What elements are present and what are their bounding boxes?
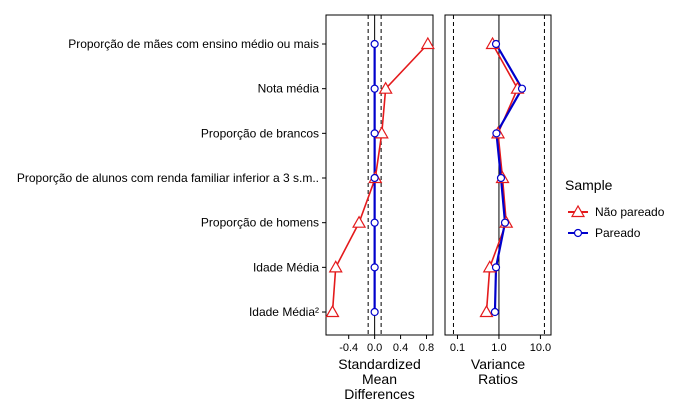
point-pareado (370, 263, 379, 272)
point-pareado (370, 84, 379, 93)
x-tick-label: 0.1 (450, 342, 465, 354)
panel-title-line: Variance (471, 356, 525, 372)
x-tick-label: 10.0 (530, 342, 551, 354)
y-label-idade-media: Idade Média² (249, 305, 319, 319)
x-tick-label: -0.4 (339, 342, 358, 354)
y-label-proporcao-de-brancos: Proporção de brancos (201, 126, 319, 140)
point-pareado (370, 39, 379, 49)
point-pareado (370, 129, 379, 138)
legend-label-nao-pareado: Não pareado (595, 205, 665, 219)
point-pareado (492, 129, 501, 138)
point-pareado (491, 39, 501, 49)
point-pareado (490, 307, 500, 317)
panel-title-line: Ratios (478, 371, 518, 387)
legend-triangle-icon (570, 204, 586, 218)
x-tick-label: 0.0 (367, 342, 382, 354)
y-label-nota-media: Nota média (258, 82, 320, 96)
point-nao-pareado (328, 260, 343, 273)
legend-title: Sample (565, 177, 613, 193)
point-pareado (517, 84, 527, 93)
panel-frame (444, 14, 552, 336)
point-nao-pareado (325, 304, 340, 318)
x-tick-label: 0.4 (393, 342, 408, 354)
point-nao-pareado (479, 304, 494, 318)
point-nao-pareado (378, 81, 393, 94)
point-nao-pareado (374, 126, 389, 139)
panel-title-line: Mean (362, 371, 397, 387)
point-nao-pareado (420, 36, 435, 50)
legend: Sample Não pareado Pareado (565, 177, 665, 240)
y-label-proporcao-de-maes-com-ensino-medio-ou-mais: Proporção de mães com ensino médio ou ma… (68, 37, 319, 51)
point-pareado (500, 218, 510, 227)
legend-circle-icon (573, 228, 583, 238)
x-tick-label: 1.0 (491, 342, 506, 354)
panel-frame (325, 14, 434, 336)
point-pareado (491, 263, 501, 272)
y-label-proporcao-de-homens: Proporção de homens (201, 216, 319, 230)
point-pareado (370, 307, 379, 317)
point-pareado (370, 218, 379, 227)
point-nao-pareado (352, 215, 367, 228)
y-label-proporcao-de-alunos-com-renda-familiar-inferior-a-3-s-m: Proporção de alunos com renda familiar i… (17, 171, 319, 185)
point-pareado (370, 173, 379, 183)
x-tick-label: 0.8 (419, 342, 434, 354)
panel-standardized-mean-differences: -0.4 0.0 0.4 0.8 StandardizedMeanDifferences… (17, 14, 435, 402)
legend-label-pareado: Pareado (595, 226, 641, 240)
panel-title-line: Standardized (338, 356, 421, 372)
panel-title-line: Differences (344, 386, 415, 402)
y-label-idade-media: Idade Média (253, 260, 319, 274)
point-pareado (496, 173, 506, 183)
